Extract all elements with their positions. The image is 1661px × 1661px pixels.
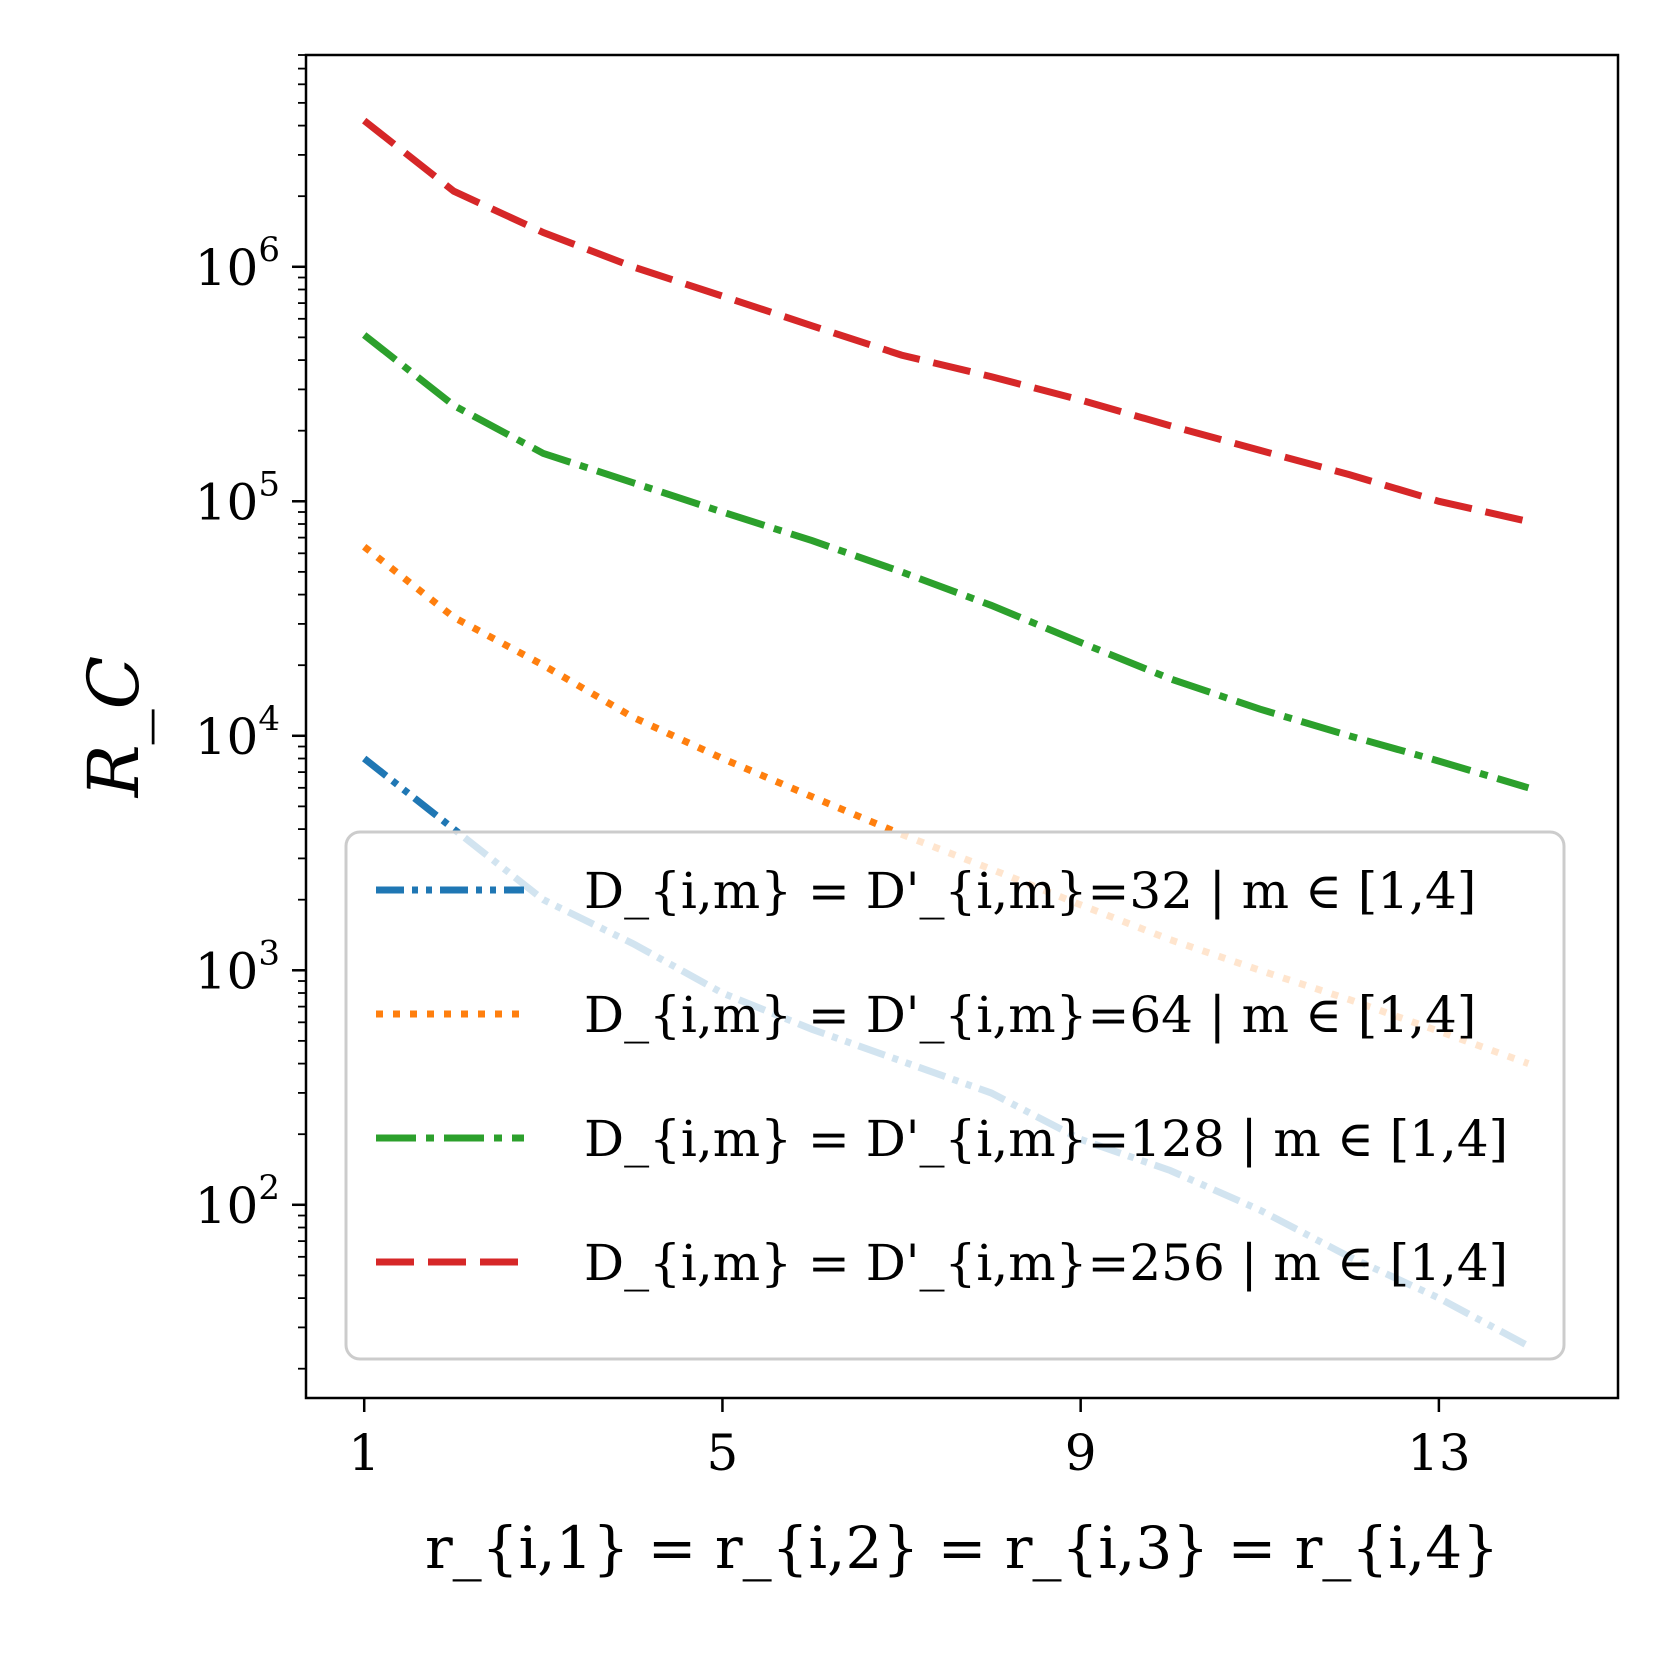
ticks-layer: 1 5 9 13 102 103 104 105 106 — [195, 54, 1471, 1482]
legend-label-64: D_{i,m} = D'_{i,m}=64 | m ∈ [1,4] — [584, 986, 1476, 1044]
y-tick-label: 103 — [195, 933, 280, 1000]
y-tick-label: 104 — [195, 699, 280, 766]
legend-box — [344, 830, 1566, 1361]
series-line-128 — [362, 332, 1530, 792]
legend-label-32: D_{i,m} = D'_{i,m}=32 | m ∈ [1,4] — [584, 862, 1476, 920]
plot-frame — [304, 53, 1620, 1400]
y-tick-label: 105 — [195, 464, 280, 531]
x-tick-label: 1 — [348, 1424, 380, 1482]
legend-label-256: D_{i,m} = D'_{i,m}=256 | m ∈ [1,4] — [584, 1234, 1508, 1292]
x-axis-label: r_{i,1} = r_{i,2} = r_{i,3} = r_{i,4} — [425, 1514, 1499, 1582]
x-tick-label: 9 — [1065, 1424, 1097, 1482]
axis-labels: r_{i,1} = r_{i,2} = r_{i,3} = r_{i,4} R_C — [73, 656, 1499, 1582]
legend: D_{i,m} = D'_{i,m}=32 | m ∈ [1,4] D_{i,m}… — [344, 830, 1566, 1361]
y-axis-label: R_C — [73, 656, 155, 799]
legend-label-128: D_{i,m} = D'_{i,m}=128 | m ∈ [1,4] — [584, 1110, 1508, 1168]
series-line-256 — [362, 117, 1530, 525]
y-tick-label: 106 — [195, 230, 280, 297]
y-tick-label: 102 — [195, 1168, 280, 1235]
x-tick-label: 13 — [1407, 1424, 1471, 1482]
x-tick-label: 5 — [707, 1424, 739, 1482]
